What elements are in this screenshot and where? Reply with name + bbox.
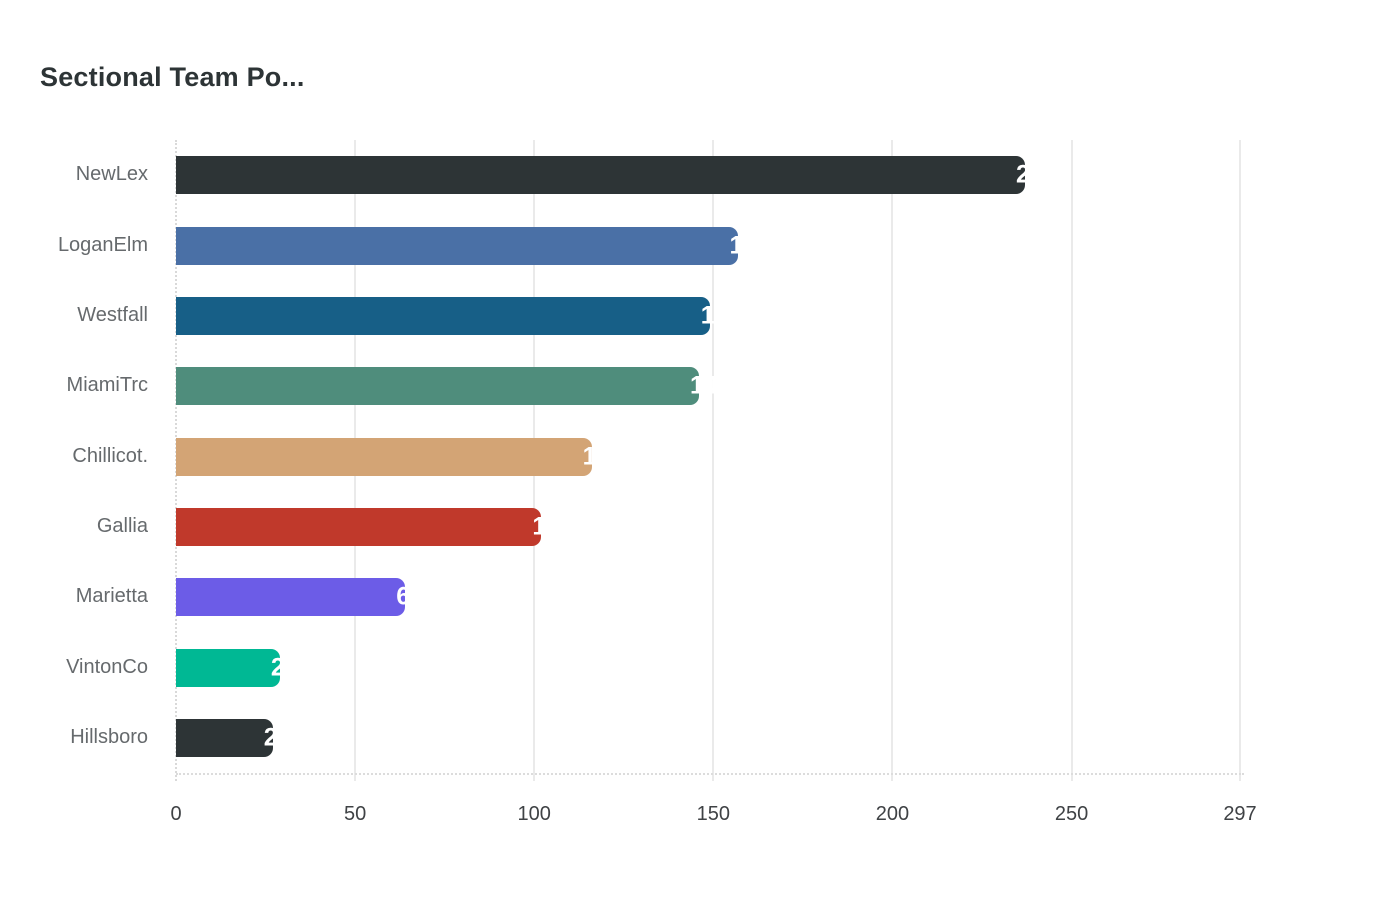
bar-value-label: 149: [700, 301, 743, 330]
category-label-marietta: Marietta: [75, 585, 148, 608]
bar-gallia[interactable]: 102: [176, 507, 574, 546]
category-label-hillsboro: Hillsboro: [70, 725, 148, 748]
bar-value-label: 27: [263, 723, 292, 752]
bar-value-label: 237: [1016, 160, 1058, 189]
category-label-westfall: Westfall: [77, 303, 148, 326]
bar-value-label: 64: [396, 582, 425, 611]
x-tick-label-50: 50: [343, 803, 367, 825]
bar-value-label: 102: [532, 512, 575, 541]
x-axis-line: [176, 773, 1244, 775]
bar-westfall[interactable]: 149: [176, 296, 743, 335]
bar-hillsboro[interactable]: 27: [176, 718, 292, 757]
bar-value-label: 116: [582, 442, 623, 470]
category-label-miamitrc: MiamiTrc: [66, 374, 148, 397]
bar-loganelm[interactable]: 157: [176, 226, 771, 265]
x-tick-label-250: 250: [1054, 803, 1089, 825]
category-label-vintonco: VintonCo: [66, 655, 148, 678]
x-tick-label-297: 297: [1223, 803, 1257, 825]
gridline-x-200: [891, 140, 894, 781]
x-tick-label-100: 100: [517, 803, 551, 825]
category-label-gallia: Gallia: [96, 514, 148, 537]
bar-value-label: 146: [690, 371, 732, 400]
category-label-newlex: NewLex: [75, 163, 148, 186]
x-tick-label-0: 0: [170, 803, 182, 825]
bar-marietta[interactable]: 64: [176, 578, 424, 617]
gridline-x-150: [712, 140, 715, 781]
bar-value-label: 29: [270, 653, 299, 681]
category-label-chillicot: Chillicot.: [72, 444, 148, 467]
bar-vintonco[interactable]: 29: [176, 648, 299, 687]
gridline-x-297: [1239, 140, 1241, 781]
bar-chillicot[interactable]: 116: [176, 437, 623, 476]
gridline-x-250: [1070, 140, 1073, 781]
category-label-loganelm: LoganElm: [57, 233, 148, 256]
bar-miamitrc[interactable]: 146: [176, 367, 732, 406]
bar-newlex[interactable]: 237: [176, 156, 1058, 195]
x-tick-label-200: 200: [875, 803, 910, 825]
x-tick-label-150: 150: [696, 803, 731, 825]
chart-title: Sectional Team Po...: [40, 62, 305, 92]
bar-value-label: 157: [729, 231, 772, 259]
